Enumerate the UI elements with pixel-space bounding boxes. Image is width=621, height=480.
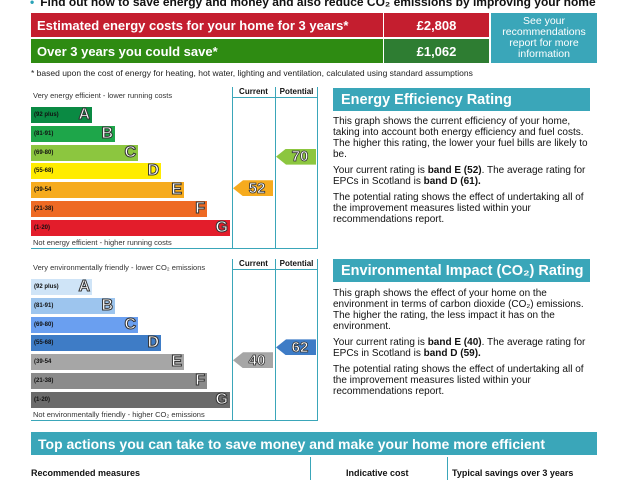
band-range: (81-91): [34, 302, 54, 309]
energy-efficiency-chart: Very energy efficient - lower running co…: [31, 87, 318, 249]
band-a: (92 plus) A: [31, 278, 92, 296]
recommendations-link[interactable]: See your recommendations report for more…: [491, 13, 597, 63]
band-range: (1-20): [34, 396, 51, 403]
band-range: (21-38): [34, 378, 54, 384]
band-letter: B: [101, 296, 114, 314]
env-panel-text: This graph shows the effect of your home…: [333, 288, 593, 402]
savings-value: £1,062: [384, 39, 489, 63]
savings-label: Over 3 years you could save*: [31, 39, 383, 63]
bullet-icon: •: [30, 0, 35, 9]
potential-rating-arrow: 62: [276, 339, 316, 356]
current-rating-arrow: 40: [233, 352, 273, 369]
band-range: (39-54: [34, 359, 52, 366]
band-d: (55-68) D: [31, 162, 161, 180]
band-letter: D: [147, 334, 160, 352]
column-line: [232, 259, 233, 420]
band-letter: F: [195, 200, 206, 218]
energy-panel-p2: Your current rating is band E (52). The …: [333, 165, 586, 187]
divider: [447, 457, 448, 480]
band-e: (39-54 E: [31, 181, 184, 199]
energy-panel-p3: The potential rating shows the effect of…: [333, 192, 584, 225]
band-letter: C: [124, 315, 137, 333]
column-line: [275, 259, 276, 420]
band-f: (21-38) F: [31, 200, 207, 218]
band-range: (92 plus): [34, 284, 59, 290]
footnote: * based upon the cost of energy for heat…: [31, 68, 473, 78]
section-heading: • Find out how to save energy and money a…: [30, 0, 596, 9]
band-range: (55-68): [34, 340, 54, 347]
estimated-cost-value: £2,808: [384, 13, 489, 37]
band-range: (1-20): [34, 224, 51, 231]
potential-header: Potential: [275, 259, 318, 270]
band-a: (92 plus) A: [31, 106, 92, 124]
current-header: Current: [232, 87, 275, 98]
band-letter: F: [195, 372, 206, 390]
potential-header: Potential: [275, 87, 318, 98]
top-label: Very energy efficient - lower running co…: [33, 91, 173, 100]
band-letter: E: [171, 181, 183, 199]
bottom-label: Not energy efficient - higher running co…: [33, 238, 172, 247]
estimated-cost-label: Estimated energy costs for your home for…: [31, 13, 383, 37]
env-panel-p2: Your current rating is band E (40). The …: [333, 337, 586, 359]
potential-rating-arrow: 70: [276, 148, 316, 165]
top-actions-title: Top actions you can take to save money a…: [31, 432, 597, 455]
band-letter: G: [215, 218, 228, 236]
environmental-impact-chart: Very environmentally friendly - lower CO…: [31, 259, 318, 421]
bottom-label: Not environmentally friendly - higher CO…: [33, 410, 205, 419]
band-f: (21-38) F: [31, 372, 207, 390]
energy-panel-p1: This graph shows the current efficiency …: [333, 116, 588, 160]
env-panel-title: Environmental Impact (CO₂) Rating: [333, 259, 590, 282]
band-range: (21-38): [34, 206, 54, 212]
current-header: Current: [232, 259, 275, 270]
current-rating-arrow: 52: [233, 180, 273, 197]
band-letter: D: [147, 162, 160, 180]
band-letter: E: [171, 353, 183, 371]
band-range: (69-80): [34, 149, 54, 156]
col-recommended-measures: Recommended measures: [31, 468, 141, 478]
env-panel-p3: The potential rating shows the effect of…: [333, 364, 584, 397]
band-g: (1-20) G: [31, 390, 230, 408]
band-range: (92 plus): [34, 112, 59, 118]
band-e: (39-54 E: [31, 353, 184, 371]
band-range: (55-68): [34, 168, 54, 175]
top-label: Very environmentally friendly - lower CO…: [33, 263, 206, 272]
band-letter: A: [78, 278, 91, 296]
column-line: [232, 87, 233, 248]
band-range: (39-54: [34, 187, 52, 194]
band-letter: A: [78, 106, 91, 124]
band-letter: G: [215, 390, 228, 408]
column-line: [317, 259, 318, 420]
energy-panel-text: This graph shows the current efficiency …: [333, 116, 593, 230]
band-b: (81-91) B: [31, 296, 115, 314]
divider: [310, 457, 311, 480]
band-c: (69-80) C: [31, 143, 138, 161]
col-typical-savings: Typical savings over 3 years: [452, 468, 574, 478]
col-indicative-cost: Indicative cost: [346, 468, 409, 478]
env-panel-p1: This graph shows the effect of your home…: [333, 288, 584, 332]
band-range: (69-80): [34, 321, 54, 328]
band-g: (1-20) G: [31, 218, 230, 236]
column-line: [317, 87, 318, 248]
band-d: (55-68) D: [31, 334, 161, 352]
column-line: [275, 87, 276, 248]
band-letter: C: [124, 143, 137, 161]
energy-panel-title: Energy Efficiency Rating: [333, 88, 590, 111]
band-letter: B: [101, 124, 114, 142]
band-c: (69-80) C: [31, 315, 138, 333]
band-range: (81-91): [34, 130, 54, 137]
band-b: (81-91) B: [31, 124, 115, 142]
